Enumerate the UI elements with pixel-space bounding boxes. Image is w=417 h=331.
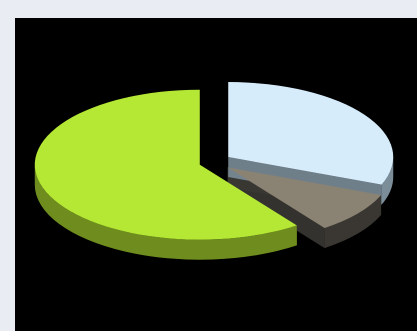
pie-slice-2-side — [324, 195, 382, 249]
pie-slice-1-side — [381, 157, 394, 205]
chart-area — [15, 18, 417, 331]
pie-slice-3-side — [34, 164, 297, 260]
pie-slice-1 — [228, 82, 394, 185]
pie-slice-tops — [34, 82, 394, 240]
pie-slice-2 — [227, 167, 382, 229]
pie-chart — [34, 82, 394, 260]
pie-slice-3 — [34, 89, 297, 240]
